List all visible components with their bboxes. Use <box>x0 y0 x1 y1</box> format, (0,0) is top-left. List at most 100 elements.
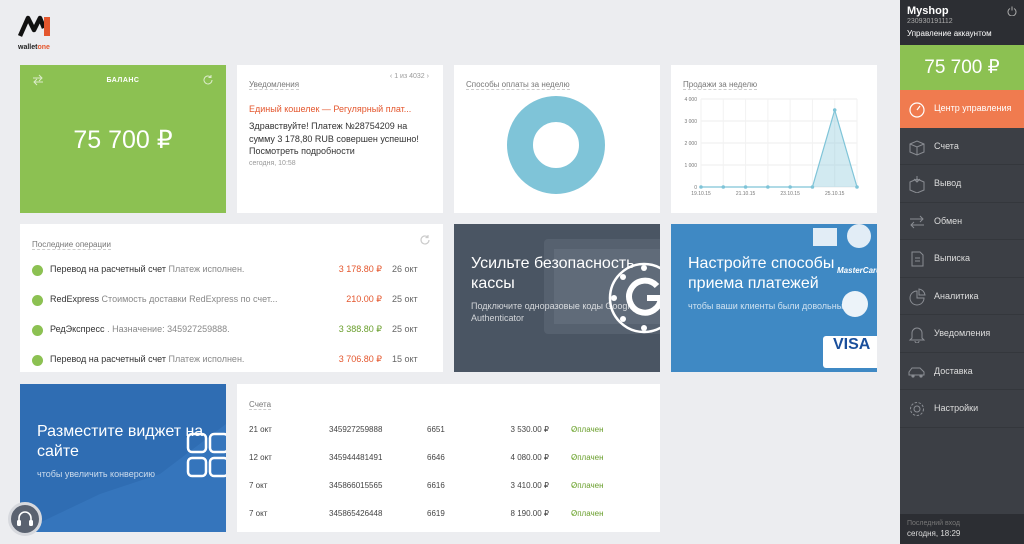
sidebar-item-box[interactable]: Счета <box>900 128 1024 165</box>
account-number: 345927259888 <box>329 425 383 434</box>
y-tick-label: 2 000 <box>684 141 697 147</box>
logo-wordmark: walletone <box>18 44 50 51</box>
wallet-one-logo[interactable]: walletone <box>17 14 58 51</box>
notifications-pager: ‹ 1 из 4032 › <box>390 73 429 80</box>
pager-label: 1 из 4032 <box>394 73 425 80</box>
y-tick-label: 1 000 <box>684 163 697 169</box>
account-row[interactable]: 7 окт 345866015565 6616 3 410.00 ₽ ✓ Оплачен <box>249 481 648 495</box>
sales-point[interactable] <box>721 185 726 189</box>
last-login-value: сегодня, 18:29 <box>907 529 961 538</box>
chevron-right-icon[interactable]: › <box>426 73 429 80</box>
operation-status-icon <box>32 355 43 366</box>
operation-row[interactable]: Перевод на расчетный счет Платеж исполне… <box>32 264 431 278</box>
payment-cards-illustration <box>813 224 877 368</box>
account-id: 6651 <box>427 425 445 434</box>
notification-headline[interactable]: Единый кошелек — Регулярный плат... <box>249 104 412 114</box>
shop-name[interactable]: Myshop <box>907 5 949 17</box>
gauge-icon <box>909 102 925 118</box>
account-row[interactable]: 12 окт 345944481491 6646 4 080.00 ₽ ✓ Оплачен <box>249 453 648 467</box>
headset-icon <box>17 511 33 526</box>
payment-methods-donut[interactable] <box>506 95 606 195</box>
x-tick-label: 25.10.15 <box>825 191 845 197</box>
balance-card: БАЛАНС 75 700 ₽ <box>20 65 226 213</box>
operation-row[interactable]: Перевод на расчетный счет Платеж исполне… <box>32 354 431 368</box>
exchange-icon <box>910 215 924 228</box>
operation-note: Стоимость доставки RedExpress по счет... <box>101 294 278 304</box>
sidebar-item-label: Аналитика <box>934 290 979 301</box>
sales-point[interactable] <box>766 185 770 189</box>
payment-methods-card: Способы оплаты за неделю <box>454 65 660 213</box>
operation-date: 15 окт <box>392 354 418 364</box>
x-tick-label: 19.10.15 <box>691 191 711 197</box>
manage-account-link[interactable]: Управление аккаунтом <box>907 29 992 38</box>
accounts-title[interactable]: Счета <box>249 400 272 410</box>
sales-card: Продажи за неделю 4 000 3 000 2 000 1 000 0 1… <box>671 65 877 213</box>
sidebar-item-bell[interactable]: Уведомления <box>900 315 1024 353</box>
sidebar-item-pie[interactable]: Аналитика <box>900 278 1024 315</box>
sidebar-item-statement[interactable]: Выписка <box>900 240 1024 278</box>
balance-label: БАЛАНС <box>106 77 140 84</box>
sidebar-item-gear[interactable]: Настройки <box>900 390 1024 428</box>
y-tick-label: 3 000 <box>684 119 697 125</box>
notifications-title[interactable]: Уведомления <box>249 80 300 90</box>
operation-row[interactable]: РедЭкспресс . Назначение: 345927259888. 3… <box>32 324 431 338</box>
promo-payments-card[interactable]: MasterCard VISA Настройте способы приема… <box>671 224 877 372</box>
box-out-icon <box>909 176 925 193</box>
y-tick-label: 4 000 <box>684 97 697 103</box>
sales-point[interactable] <box>743 185 748 189</box>
sidebar-item-exchange[interactable]: Обмен <box>900 203 1024 240</box>
operations-title[interactable]: Последние операции <box>32 240 112 250</box>
account-row[interactable]: 7 окт 345865426448 6619 8 190.00 ₽ ✓ Оплачен <box>249 509 648 523</box>
notification-body: Здравствуйте! Платеж №28754209 на сумму … <box>249 121 419 156</box>
sidebar-item-gauge[interactable]: Центр управления <box>900 90 1024 128</box>
support-chat-button[interactable] <box>8 502 42 536</box>
sidebar-item-label: Уведомления <box>934 328 991 338</box>
account-date: 7 окт <box>249 481 268 490</box>
operation-title: Перевод на расчетный счет <box>50 264 167 274</box>
account-number: 345865426448 <box>329 509 383 518</box>
operation-description: Перевод на расчетный счет Платеж исполне… <box>50 354 308 364</box>
operation-amount: 3 706.80 ₽ <box>338 354 382 364</box>
refresh-icon[interactable] <box>419 234 431 246</box>
operation-row[interactable]: RedExpress Стоимость доставки RedExpress… <box>32 294 431 308</box>
operation-description: РедЭкспресс . Назначение: 345927259888. <box>50 324 308 334</box>
sales-line <box>701 107 858 188</box>
sales-title[interactable]: Продажи за неделю <box>683 80 758 90</box>
sales-point[interactable] <box>855 185 859 189</box>
account-sum: 4 080.00 ₽ <box>510 453 549 462</box>
sales-point[interactable] <box>832 108 837 112</box>
statement-icon <box>911 251 924 267</box>
promo-security-title: Усильте безопасность кассы <box>471 255 635 292</box>
pie-icon <box>909 287 926 305</box>
power-icon[interactable] <box>1007 6 1017 16</box>
sales-point[interactable] <box>788 185 792 189</box>
sidebar-balance: 75 700 ₽ <box>900 45 1024 90</box>
sidebar-item-car[interactable]: Доставка <box>900 353 1024 390</box>
balance-amount: 75 700 ₽ <box>73 126 173 154</box>
sidebar-item-label: Счета <box>934 140 959 151</box>
payment-methods-title[interactable]: Способы оплаты за неделю <box>466 80 570 90</box>
chevron-left-icon[interactable]: ‹ <box>389 73 393 80</box>
swap-icon[interactable] <box>32 74 44 86</box>
sales-point[interactable] <box>699 185 703 189</box>
account-date: 12 окт <box>249 453 272 462</box>
sales-chart[interactable]: 4 000 3 000 2 000 1 000 019.10.15 21.10.15 23.… <box>671 65 877 213</box>
account-row[interactable]: 21 окт 345927259888 6651 3 530.00 ₽ ✓ Оплачен <box>249 425 648 439</box>
sales-point[interactable] <box>810 185 815 189</box>
promo-widget-title: Разместите виджет на сайте <box>37 423 204 460</box>
operation-title: Перевод на расчетный счет <box>50 354 167 364</box>
promo-security-card[interactable]: Усильте безопасность кассы Подключите од… <box>454 224 660 372</box>
sidebar: Myshop 230930191112 Управление аккаунтом… <box>900 0 1024 544</box>
operation-title: RedExpress <box>50 294 100 304</box>
y-tick-label: 0 <box>694 185 697 191</box>
account-status-label: Оплачен <box>571 509 604 518</box>
operation-title: РедЭкспресс <box>50 324 105 334</box>
refresh-icon[interactable] <box>202 74 214 86</box>
operation-note: Платеж исполнен. <box>168 354 245 364</box>
visa-logo: VISA <box>833 336 871 353</box>
sidebar-item-box-out[interactable]: Вывод <box>900 165 1024 203</box>
account-sum: 8 190.00 ₽ <box>510 509 549 518</box>
promo-widget-card[interactable]: Разместите виджет на сайте чтобы увеличи… <box>20 384 226 532</box>
operation-date: 26 окт <box>392 264 418 274</box>
notification-time: сегодня, 10:58 <box>249 159 296 167</box>
